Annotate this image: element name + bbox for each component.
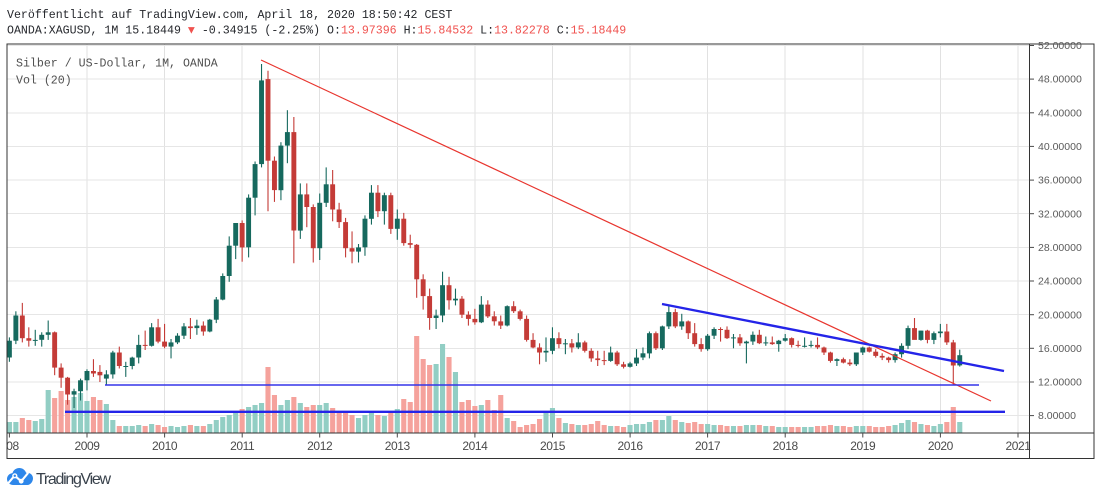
svg-text:52.00000: 52.00000 — [1038, 40, 1082, 52]
svg-text:2014: 2014 — [462, 439, 488, 453]
svg-text:2018: 2018 — [773, 439, 799, 453]
svg-text:2011: 2011 — [230, 439, 255, 453]
svg-text:2010: 2010 — [152, 439, 178, 453]
svg-text:32.00000: 32.00000 — [1038, 208, 1082, 220]
svg-text:Veröffentlicht auf TradingView: Veröffentlicht auf TradingView.com, Apri… — [7, 9, 452, 22]
svg-text:Vol (20): Vol (20) — [16, 75, 72, 88]
svg-text:2020: 2020 — [928, 439, 954, 453]
svg-text:OANDA:XAGUSD, 1M 15.18449 ▼ -0: OANDA:XAGUSD, 1M 15.18449 ▼ -0.34915 (-2… — [7, 25, 626, 38]
svg-text:40.00000: 40.00000 — [1038, 141, 1082, 153]
svg-text:48.00000: 48.00000 — [1038, 74, 1082, 86]
svg-text:08: 08 — [6, 439, 19, 453]
svg-text:2017: 2017 — [695, 439, 721, 453]
svg-text:2015: 2015 — [540, 439, 566, 453]
svg-text:TradingView: TradingView — [36, 471, 111, 488]
svg-text:2016: 2016 — [618, 439, 644, 453]
svg-text:28.00000: 28.00000 — [1038, 242, 1082, 254]
svg-text:16.00000: 16.00000 — [1038, 343, 1082, 355]
svg-text:36.00000: 36.00000 — [1038, 175, 1082, 187]
svg-text:8.00000: 8.00000 — [1038, 410, 1076, 422]
svg-text:2013: 2013 — [385, 439, 411, 453]
svg-text:12.00000: 12.00000 — [1038, 377, 1082, 389]
svg-text:2019: 2019 — [850, 439, 876, 453]
svg-text:20.00000: 20.00000 — [1038, 309, 1082, 321]
svg-text:2012: 2012 — [307, 439, 333, 453]
svg-text:24.00000: 24.00000 — [1038, 276, 1082, 288]
svg-text:2021: 2021 — [1005, 439, 1031, 453]
svg-text:2009: 2009 — [74, 439, 100, 453]
svg-text:44.00000: 44.00000 — [1038, 107, 1082, 119]
svg-text:Silber / US-Dollar, 1M, OANDA: Silber / US-Dollar, 1M, OANDA — [16, 58, 218, 71]
